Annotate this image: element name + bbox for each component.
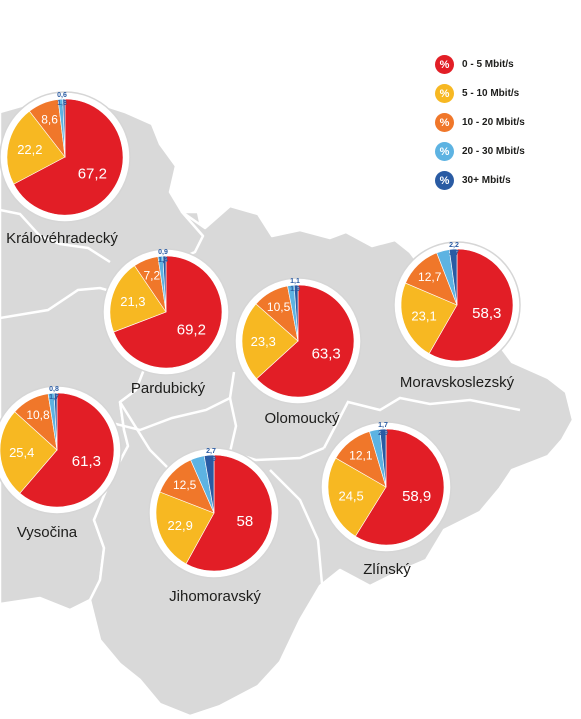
region-name-label: Olomoucký	[264, 410, 340, 427]
pie-value-label: 12,1	[349, 448, 373, 462]
pie-chart: 58,9 24,5 12,1 2,91,7	[320, 421, 452, 553]
pie-value-label: 61,3	[72, 453, 101, 470]
map-border-line	[0, 208, 111, 264]
pie-slice	[293, 284, 299, 342]
region-name-label: Pardubický	[131, 380, 206, 397]
pie-slice	[203, 454, 215, 514]
pie-slice	[13, 98, 124, 216]
legend-label: 20 - 30 Mbit/s	[462, 146, 525, 157]
map-border-line	[118, 401, 171, 471]
pie-value-label: 10,8	[26, 408, 50, 422]
region-name-label: Vysočina	[17, 524, 78, 541]
pie-value-label: 22,9	[168, 518, 193, 533]
pie-slice	[379, 428, 387, 488]
pie-slice	[448, 248, 458, 306]
region-name-label: Zlínský	[363, 561, 411, 578]
pie-slice	[241, 303, 299, 380]
pie-slice	[185, 454, 273, 572]
map-border-line	[322, 396, 521, 449]
pie-chart: 63,3 23,3 10,5 1,91,1	[234, 277, 362, 405]
pie-value-label: 12,5	[173, 478, 197, 492]
pie-value-label: 1,7	[49, 394, 59, 401]
pie-value-label: 10,5	[267, 300, 291, 314]
map-border-line	[99, 371, 236, 432]
pie-value-label: 22,2	[17, 142, 42, 157]
pie-slice	[256, 284, 355, 398]
pie-value-label: 1,4	[158, 257, 168, 264]
percent-icon: %	[435, 142, 454, 161]
pie-chart: 58,3 23,1 12,7 3,72,2	[393, 241, 521, 369]
legend-item-20-30: % 20 - 30 Mbit/s	[435, 137, 575, 166]
pie-chart: 61,3 25,4 10,8 1,70,8	[0, 385, 122, 515]
percent-icon: %	[435, 84, 454, 103]
pie-chart: 69,2 21,3 7,2 1,40,9	[102, 248, 230, 376]
pie-slice	[19, 392, 115, 508]
region-name-label: Jihomoravský	[169, 588, 261, 605]
pie-slice	[428, 248, 514, 362]
pie-value-label: 24,5	[338, 488, 363, 503]
pie-value-label: 69,2	[177, 322, 206, 339]
region-name-label: Královéhradecký	[6, 230, 118, 247]
pie-slice	[327, 457, 387, 537]
pie-chart: 58 22,9 12,5 3,92,7	[148, 447, 280, 579]
legend-label: 5 - 10 Mbit/s	[462, 88, 520, 99]
pie-value-label: 1,7	[378, 422, 388, 429]
pie-value-label: 58,3	[472, 305, 501, 322]
pie-value-label: 3,9	[206, 456, 216, 463]
region-labels-layer: Královéhradecký Pardubický Olomoucký Moravs…	[6, 230, 514, 605]
pie-charts-layer: 67,2 22,2 8,6 1,30,6 69,2 21,3 7,2 1,40,9 63,3 23…	[0, 91, 521, 579]
pie-value-label: 2,7	[206, 448, 216, 455]
legend-item-10-20: % 10 - 20 Mbit/s	[435, 108, 575, 137]
pie-value-label: 2,9	[378, 430, 388, 437]
legend-label: 30+ Mbit/s	[462, 175, 511, 186]
pie-value-label: 12,7	[418, 270, 442, 284]
pie-value-label: 21,3	[120, 294, 145, 309]
pie-value-label: 3,7	[449, 250, 459, 257]
percent-icon: %	[435, 113, 454, 132]
pie-chart: 67,2 22,2 8,6 1,30,6	[0, 91, 131, 223]
pie-value-label: 2,2	[449, 242, 459, 249]
legend-item-0-5: % 0 - 5 Mbit/s	[435, 50, 575, 79]
pie-slice	[53, 392, 58, 451]
pie-value-label: 58,9	[402, 488, 431, 505]
pie-value-label: 8,6	[41, 113, 58, 127]
pie-value-label: 1,3	[57, 100, 67, 107]
pie-slice	[62, 98, 66, 158]
pie-value-label: 0,9	[158, 249, 168, 256]
pie-slice	[155, 491, 215, 565]
pie-slice	[354, 428, 445, 546]
pie-slice	[162, 255, 167, 313]
pie-value-label: 25,4	[9, 445, 34, 460]
pie-value-label: 63,3	[312, 346, 341, 363]
map-border-line	[269, 469, 324, 585]
pie-value-label: 0,8	[49, 386, 59, 393]
pie-slice	[109, 265, 167, 333]
pie-value-label: 67,2	[78, 166, 107, 183]
pie-value-label: 7,2	[143, 269, 160, 283]
pie-value-label: 1,9	[290, 286, 300, 293]
pie-value-label: 58	[237, 513, 254, 530]
percent-icon: %	[435, 171, 454, 190]
pie-value-label: 0,6	[57, 92, 67, 99]
pie-value-label: 23,3	[251, 334, 276, 349]
legend-label: 0 - 5 Mbit/s	[462, 59, 514, 70]
pie-slice	[113, 255, 223, 369]
legend: % 0 - 5 Mbit/s % 5 - 10 Mbit/s % 10 - 20…	[435, 50, 575, 195]
pie-value-label: 23,1	[411, 309, 436, 324]
percent-icon: %	[435, 55, 454, 74]
pie-slice	[6, 110, 66, 185]
legend-label: 10 - 20 Mbit/s	[462, 117, 525, 128]
pie-slice	[0, 411, 58, 494]
pie-value-label: 1,1	[290, 278, 300, 285]
pie-slice	[400, 282, 458, 354]
legend-item-5-10: % 5 - 10 Mbit/s	[435, 79, 575, 108]
legend-item-30-plus: % 30+ Mbit/s	[435, 166, 575, 195]
region-name-label: Moravskoslezský	[400, 374, 515, 391]
